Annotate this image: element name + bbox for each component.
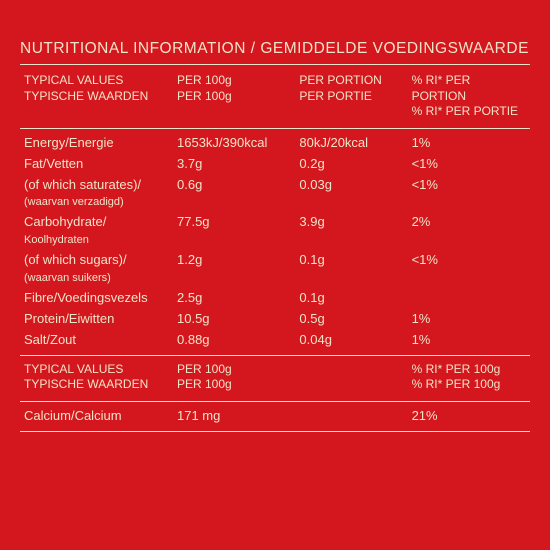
row-per100: 0.88g [173, 330, 295, 351]
row-label: Carbohydrate/Koolhydraten [20, 212, 173, 250]
nutrition-panel: NUTRITIONAL INFORMATION / GEMIDDELDE VOE… [0, 0, 550, 456]
header2-col4: % RI* PER 100g% RI* PER 100g [408, 360, 530, 397]
row-label: Protein/Eiwitten [20, 309, 173, 330]
table-row: Protein/Eiwitten10.5g0.5g1% [20, 309, 530, 330]
panel-title: NUTRITIONAL INFORMATION / GEMIDDELDE VOE… [20, 40, 530, 58]
row-portion: 80kJ/20kcal [295, 133, 407, 154]
header2-col1: TYPICAL VALUESTYPISCHE WAARDEN [20, 360, 173, 397]
nutrition-table: TYPICAL VALUESTYPISCHE WAARDEN PER 100gP… [20, 71, 530, 133]
top-divider [20, 64, 530, 65]
nutrition-table-2: TYPICAL VALUESTYPISCHE WAARDEN PER 100gP… [20, 360, 530, 436]
row-label: Fibre/Voedingsvezels [20, 288, 173, 309]
row-ri: 1% [408, 133, 530, 154]
header-row-2: TYPICAL VALUESTYPISCHE WAARDEN PER 100gP… [20, 360, 530, 397]
row-per100: 77.5g [173, 212, 295, 250]
divider [20, 431, 530, 432]
header2-col2: PER 100gPER 100g [173, 360, 295, 397]
row-per100: 0.6g [173, 175, 295, 213]
row-ri: 1% [408, 309, 530, 330]
row-ri: <1% [408, 250, 530, 288]
row-per100: 1653kJ/390kcal [173, 133, 295, 154]
row-portion: 3.9g [295, 212, 407, 250]
row-ri [408, 288, 530, 309]
row-ri: 2% [408, 212, 530, 250]
row-label: Fat/Vetten [20, 154, 173, 175]
table-row: Energy/Energie1653kJ/390kcal80kJ/20kcal1… [20, 133, 530, 154]
divider [20, 401, 530, 402]
table-row: Fat/Vetten3.7g0.2g<1% [20, 154, 530, 175]
table-row: Fibre/Voedingsvezels2.5g0.1g [20, 288, 530, 309]
row-portion: 0.1g [295, 288, 407, 309]
header-col4: % RI* PER PORTION% RI* PER PORTIE [408, 71, 530, 124]
divider [20, 128, 530, 129]
row-label: Energy/Energie [20, 133, 173, 154]
table-row: Carbohydrate/Koolhydraten77.5g3.9g2% [20, 212, 530, 250]
table-row: Salt/Zout0.88g0.04g1% [20, 330, 530, 351]
row-ri: <1% [408, 175, 530, 213]
row-portion: 0.1g [295, 250, 407, 288]
header-col3: PER PORTIONPER PORTIE [295, 71, 407, 124]
row-portion: 0.04g [295, 330, 407, 351]
calcium-ri: 21% [408, 406, 530, 427]
calcium-label: Calcium/Calcium [20, 406, 173, 427]
header-col2: PER 100gPER 100g [173, 71, 295, 124]
header-col1: TYPICAL VALUESTYPISCHE WAARDEN [20, 71, 173, 124]
calcium-row: Calcium/Calcium 171 mg 21% [20, 406, 530, 427]
row-label: (of which saturates)/(waarvan verzadigd) [20, 175, 173, 213]
calcium-per100: 171 mg [173, 406, 295, 427]
row-per100: 3.7g [173, 154, 295, 175]
row-per100: 2.5g [173, 288, 295, 309]
row-portion: 0.2g [295, 154, 407, 175]
row-per100: 10.5g [173, 309, 295, 330]
table-row: (of which saturates)/(waarvan verzadigd)… [20, 175, 530, 213]
row-label: Salt/Zout [20, 330, 173, 351]
table-row: (of which sugars)/(waarvan suikers)1.2g0… [20, 250, 530, 288]
row-portion: 0.5g [295, 309, 407, 330]
row-per100: 1.2g [173, 250, 295, 288]
row-label: (of which sugars)/(waarvan suikers) [20, 250, 173, 288]
row-portion: 0.03g [295, 175, 407, 213]
data-rows: Energy/Energie1653kJ/390kcal80kJ/20kcal1… [20, 133, 530, 351]
row-ri: 1% [408, 330, 530, 351]
header-row-1: TYPICAL VALUESTYPISCHE WAARDEN PER 100gP… [20, 71, 530, 124]
row-ri: <1% [408, 154, 530, 175]
divider [20, 355, 530, 356]
